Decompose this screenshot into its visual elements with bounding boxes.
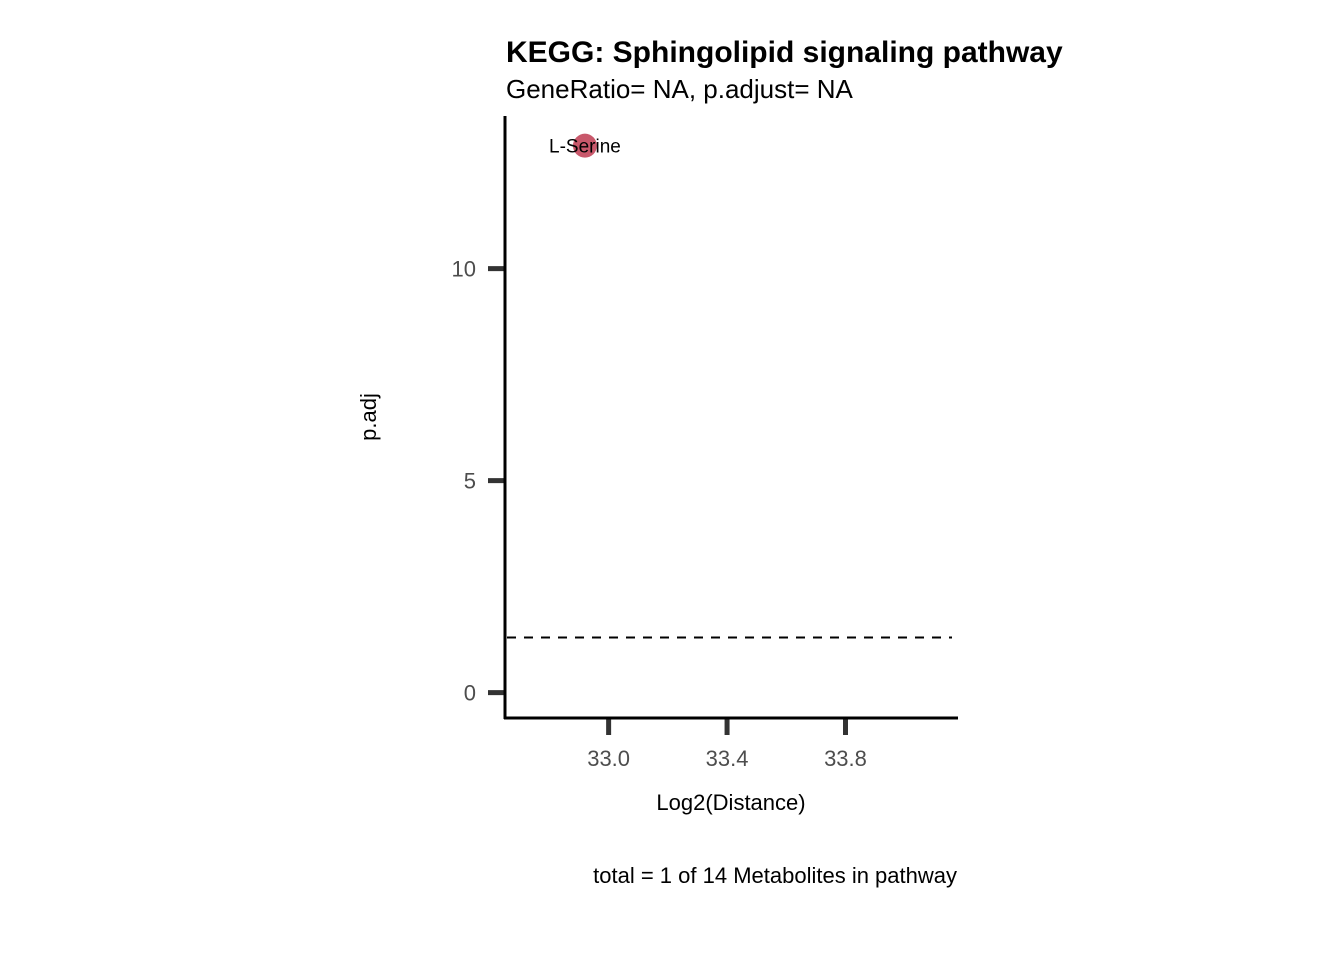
data-point-label: L-Serine (549, 137, 621, 158)
chart-caption: total = 1 of 14 Metabolites in pathway (593, 863, 957, 888)
data-point (572, 133, 597, 158)
chart-title: KEGG: Sphingolipid signaling pathway (506, 36, 1063, 69)
chart-subtitle: GeneRatio= NA, p.adjust= NA (506, 74, 854, 104)
data-points: L-Serine (549, 133, 621, 158)
x-axis-ticks: 33.0 33.4 33.8 (587, 718, 867, 771)
x-tick-label: 33.0 (587, 746, 630, 771)
y-tick-label: 5 (464, 469, 476, 494)
y-axis-title: p.adj (356, 393, 381, 441)
x-tick-label: 33.4 (706, 746, 749, 771)
y-axis-ticks: 0 5 10 (452, 257, 505, 706)
x-axis-title: Log2(Distance) (656, 790, 805, 815)
y-tick-label: 10 (452, 257, 476, 282)
x-tick-label: 33.8 (824, 746, 867, 771)
y-tick-label: 0 (464, 681, 476, 706)
